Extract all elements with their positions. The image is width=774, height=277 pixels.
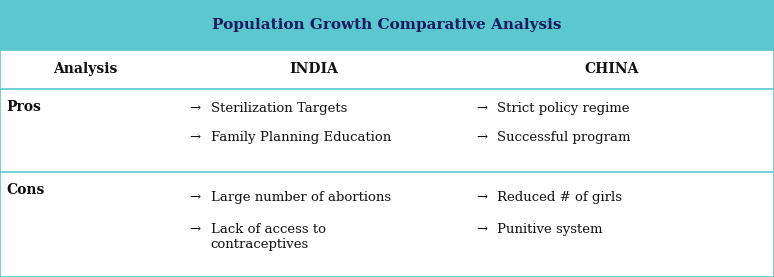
Text: →: → (476, 131, 487, 143)
Text: →: → (476, 223, 487, 236)
Text: Cons: Cons (6, 183, 45, 197)
Text: Lack of access to
contraceptives: Lack of access to contraceptives (211, 223, 326, 251)
Text: →: → (476, 191, 487, 204)
Text: Punitive system: Punitive system (497, 223, 602, 236)
Text: →: → (476, 102, 487, 114)
Text: Population Growth Comparative Analysis: Population Growth Comparative Analysis (212, 18, 562, 32)
Text: →: → (190, 131, 200, 143)
Text: Family Planning Education: Family Planning Education (211, 131, 391, 143)
Text: Sterilization Targets: Sterilization Targets (211, 102, 347, 114)
Bar (0, 50, 774, 89)
Text: CHINA: CHINA (584, 62, 639, 76)
Text: Successful program: Successful program (497, 131, 630, 143)
Text: Pros: Pros (6, 100, 41, 114)
Text: INDIA: INDIA (289, 62, 338, 76)
Text: →: → (190, 102, 200, 114)
Text: Reduced # of girls: Reduced # of girls (497, 191, 622, 204)
Text: →: → (190, 223, 200, 236)
Text: Analysis: Analysis (53, 62, 118, 76)
Text: Strict policy regime: Strict policy regime (497, 102, 629, 114)
Text: →: → (190, 191, 200, 204)
Text: Large number of abortions: Large number of abortions (211, 191, 391, 204)
Bar (0, 0, 774, 50)
